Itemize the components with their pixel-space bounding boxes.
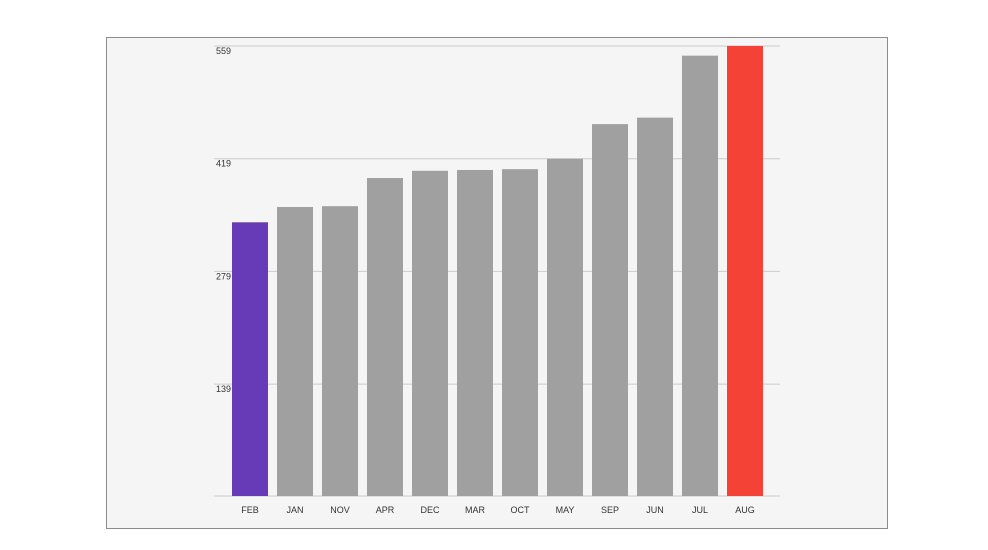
bar-aug bbox=[727, 46, 763, 496]
x-tick-label-sep: SEP bbox=[601, 505, 619, 515]
bar-nov bbox=[322, 206, 358, 496]
x-tick-label-jan: JAN bbox=[286, 505, 303, 515]
bar-may bbox=[547, 158, 583, 497]
x-tick-label-jun: JUN bbox=[646, 505, 664, 515]
x-tick-label-feb: FEB bbox=[241, 505, 259, 515]
x-tick-label-may: MAY bbox=[556, 505, 575, 515]
x-tick-label-nov: NOV bbox=[330, 505, 350, 515]
x-tick-label-aug: AUG bbox=[735, 505, 755, 515]
bars bbox=[232, 46, 763, 497]
y-tick-label: 559 bbox=[216, 46, 231, 56]
bar-dec bbox=[412, 170, 448, 497]
y-tick-label: 139 bbox=[216, 384, 231, 394]
bar-apr bbox=[367, 178, 403, 496]
y-tick-label: 419 bbox=[216, 159, 231, 169]
x-tick-label-apr: APR bbox=[376, 505, 395, 515]
bar-oct bbox=[502, 169, 538, 496]
bar-mar bbox=[457, 169, 493, 496]
bar-jan bbox=[277, 207, 313, 497]
x-tick-label-mar: MAR bbox=[465, 505, 486, 515]
bar-feb bbox=[232, 222, 268, 497]
y-axis-ticks: 139 279 419 559 bbox=[216, 46, 231, 394]
x-axis-ticks: FEB JAN NOV APR DEC MAR OCT MAY SEP JUN JUL AUG bbox=[241, 505, 755, 515]
bar-sep bbox=[592, 124, 628, 496]
x-tick-label-jul: JUL bbox=[692, 505, 708, 515]
bar-jun bbox=[637, 117, 673, 496]
bar-jul bbox=[682, 55, 718, 497]
y-tick-label: 279 bbox=[216, 271, 231, 281]
x-tick-label-dec: DEC bbox=[420, 505, 440, 515]
x-tick-label-oct: OCT bbox=[511, 505, 531, 515]
